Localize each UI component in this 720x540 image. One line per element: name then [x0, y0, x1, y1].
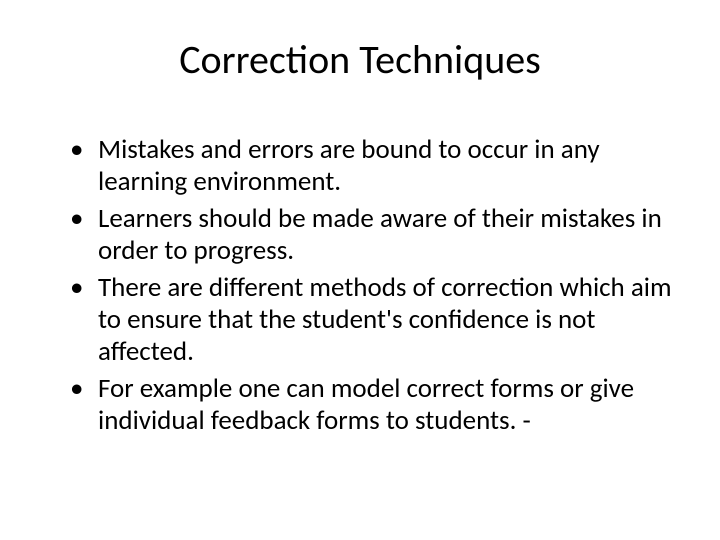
- slide-container: Correction Techniques Mistakes and error…: [0, 0, 720, 540]
- bullet-item: Learners should be made aware of their m…: [70, 203, 680, 268]
- bullet-item: Mistakes and errors are bound to occur i…: [70, 134, 680, 199]
- bullet-list: Mistakes and errors are bound to occur i…: [40, 134, 680, 438]
- slide-title: Correction Techniques: [40, 35, 680, 84]
- bullet-item: For example one can model correct forms …: [70, 373, 680, 438]
- bullet-item: There are different methods of correctio…: [70, 272, 680, 369]
